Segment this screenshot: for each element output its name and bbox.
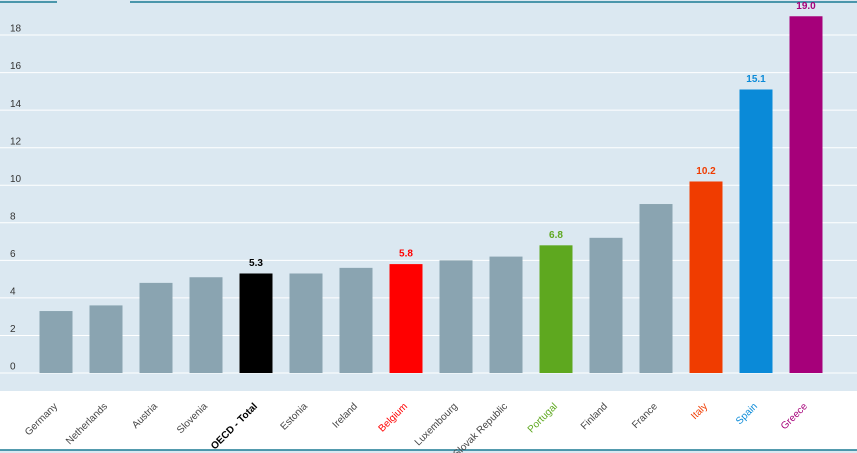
bar xyxy=(389,264,423,373)
y-tick-label: 14 xyxy=(10,99,22,110)
bar xyxy=(489,256,523,373)
value-label: 6.8 xyxy=(549,230,563,241)
bar xyxy=(339,267,373,373)
bar xyxy=(89,305,123,373)
y-tick-label: 0 xyxy=(10,362,16,373)
bar xyxy=(289,273,323,373)
y-tick-label: 4 xyxy=(10,287,16,298)
y-tick-label: 2 xyxy=(10,324,16,335)
y-tick-label: 8 xyxy=(10,211,16,222)
y-tick-label: 16 xyxy=(10,61,22,72)
value-label: 10.2 xyxy=(696,166,716,177)
bar xyxy=(539,245,573,373)
value-label: 5.3 xyxy=(249,258,263,269)
y-tick-label: 18 xyxy=(10,24,22,35)
value-label: 19.0 xyxy=(796,1,816,12)
bar xyxy=(789,16,823,373)
bar xyxy=(439,260,473,373)
bar xyxy=(39,311,73,373)
y-tick-label: 6 xyxy=(10,249,16,260)
y-tick-label: 12 xyxy=(10,136,22,147)
y-tick-label: 10 xyxy=(10,174,22,185)
label-area xyxy=(0,391,857,450)
bar xyxy=(639,204,673,373)
bar xyxy=(689,181,723,373)
bar xyxy=(239,273,273,373)
bar xyxy=(189,277,223,373)
bar xyxy=(139,282,173,373)
value-label: 15.1 xyxy=(746,74,766,85)
value-label: 5.8 xyxy=(399,249,413,260)
bar xyxy=(589,237,623,373)
bar xyxy=(739,89,773,373)
